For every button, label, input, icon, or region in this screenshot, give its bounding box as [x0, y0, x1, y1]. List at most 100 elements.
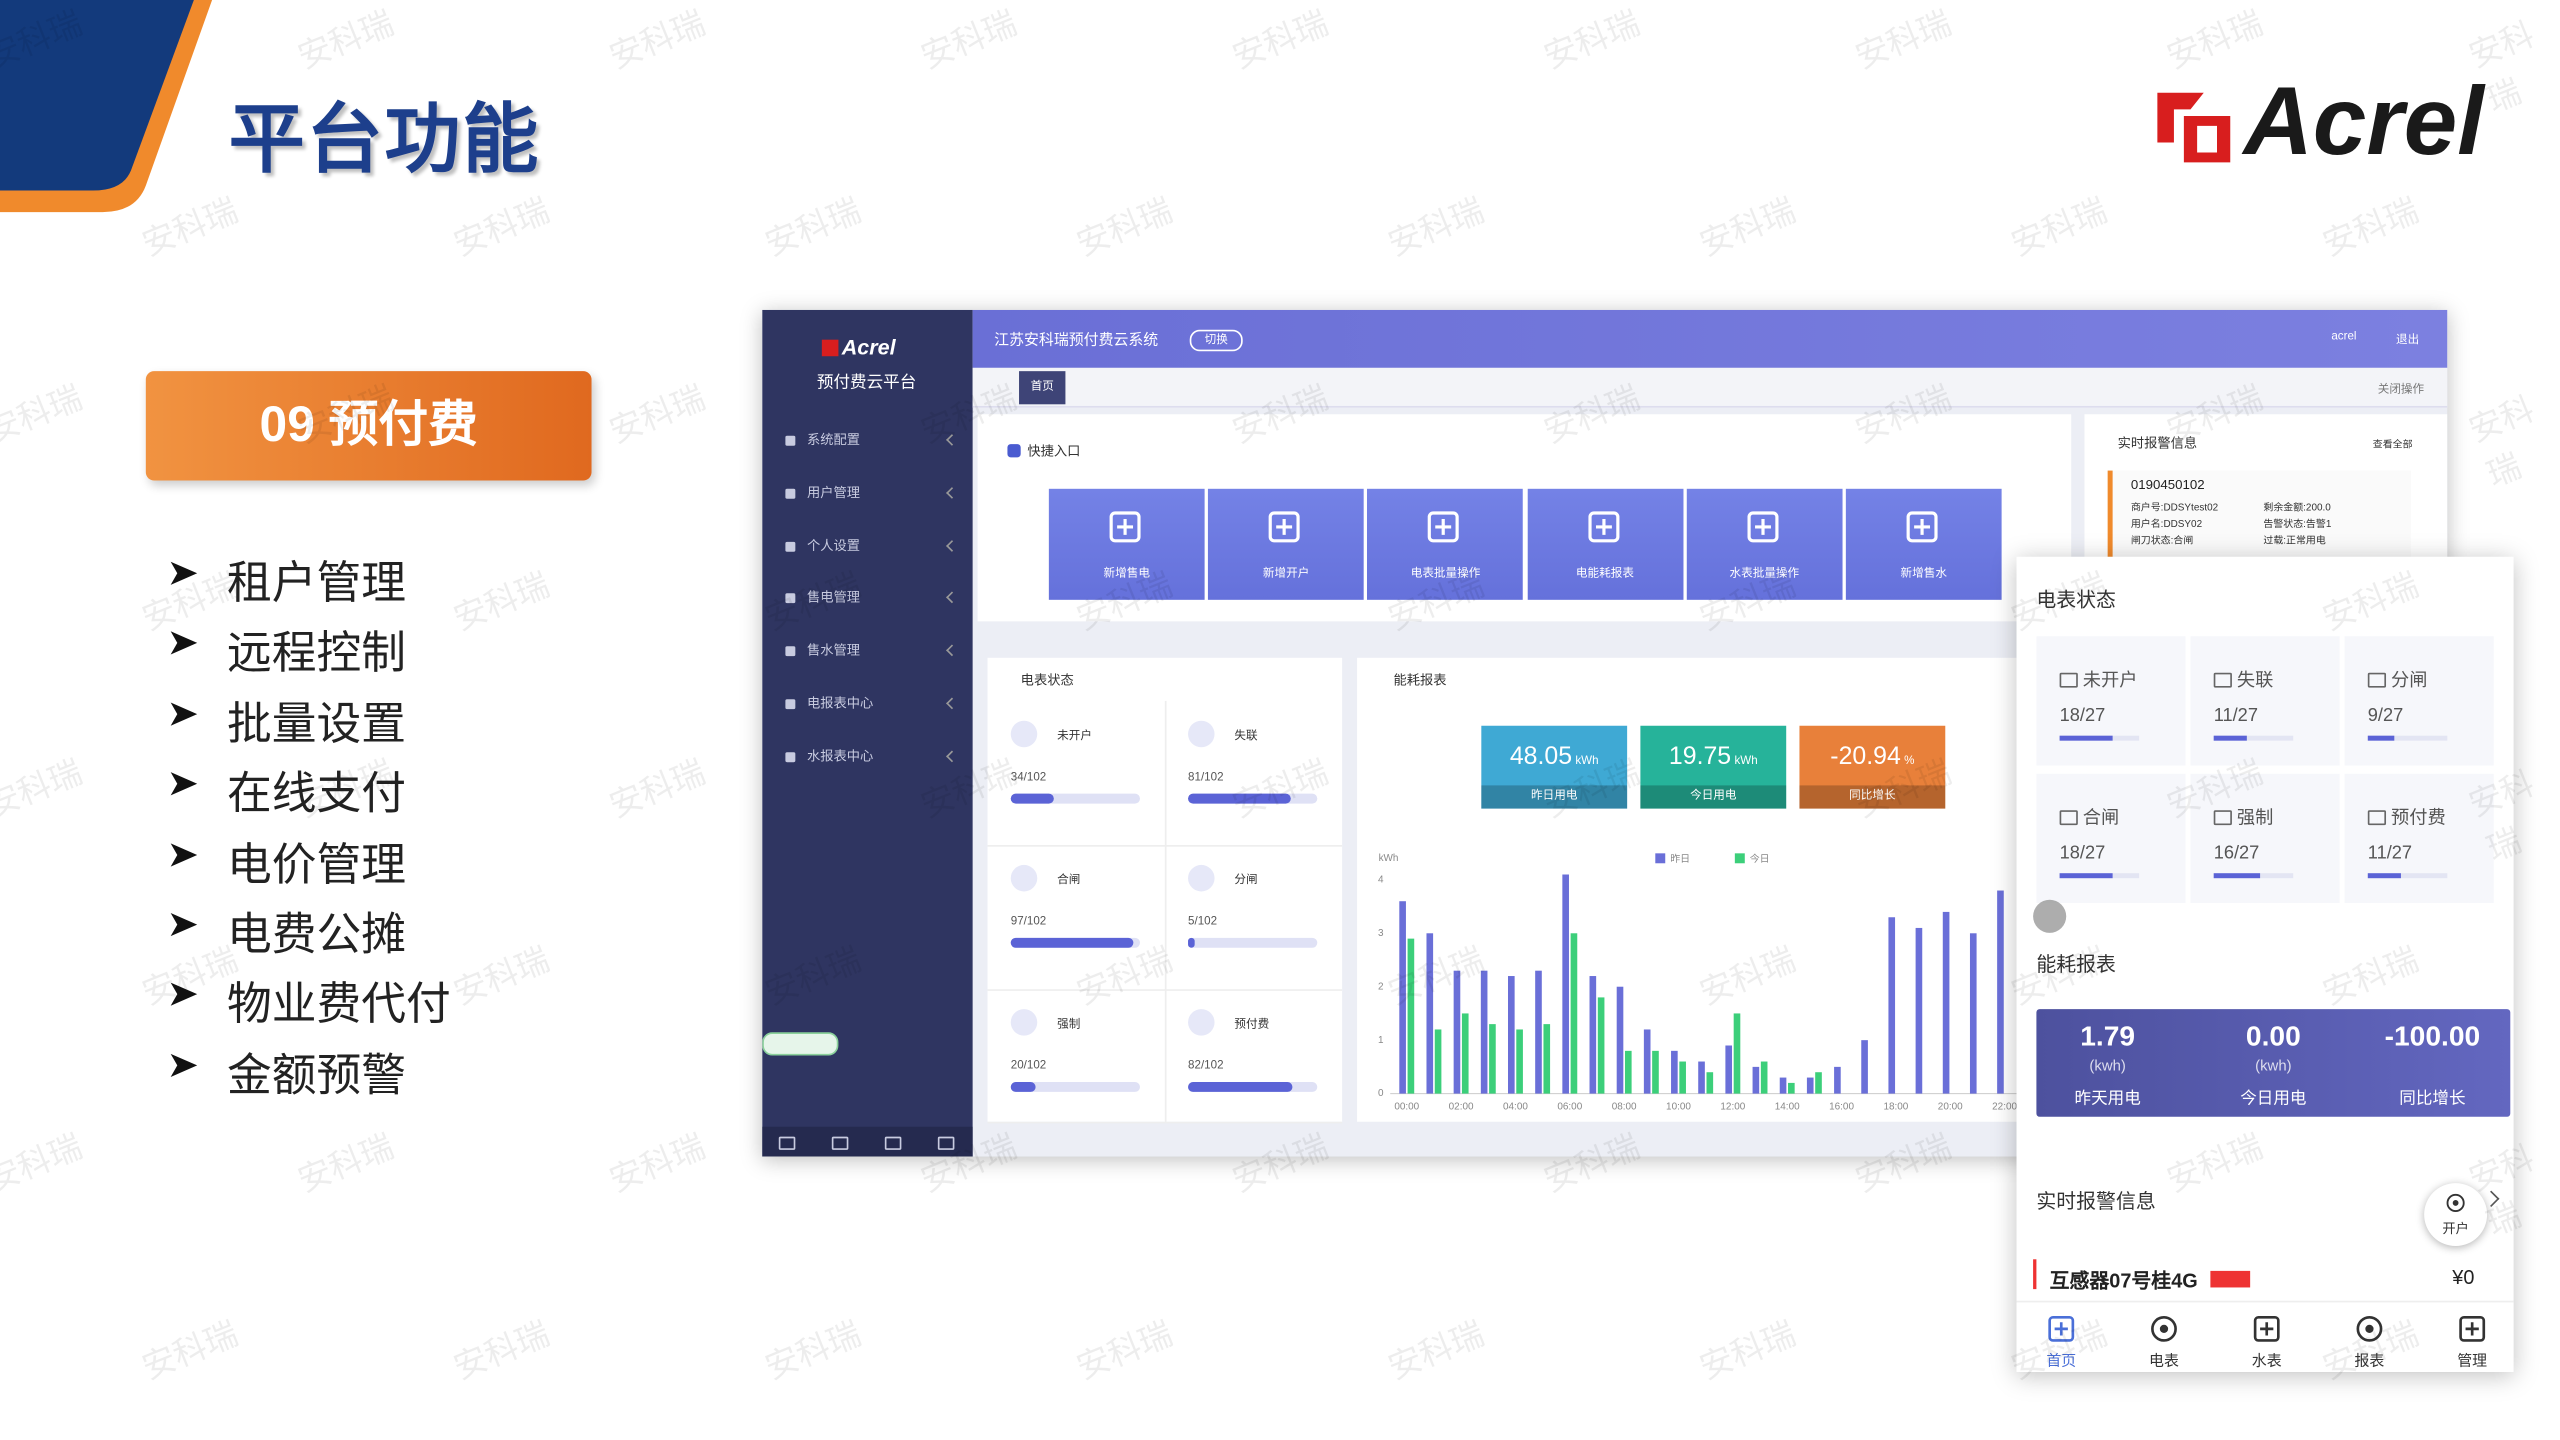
bar [1679, 1061, 1686, 1094]
alarm-item: 0190450102 商户号:DDSYtest02 剩余金额:200.0 用户名:DD… [2107, 470, 2411, 570]
meter-cell: 强制 16/27 [2190, 773, 2340, 904]
nav-item[interactable]: 管理 [2457, 1352, 2488, 1369]
x-tick-label: 14:00 [1775, 1101, 1800, 1112]
energy-stat-label: 同比增长 [1799, 785, 1946, 809]
meter-icon [1188, 864, 1215, 892]
meter-icon [2059, 810, 2078, 826]
watermark: 安科瑞 [604, 380, 711, 452]
system-name: 江苏安科瑞预付费云系统 [994, 331, 1159, 348]
watermark: 安科瑞 [2464, 391, 2540, 495]
watermark: 安科瑞 [1539, 5, 1646, 77]
bar [1562, 874, 1569, 1094]
x-tick-label: 04:00 [1503, 1101, 1528, 1112]
meter-value: 11/27 [2367, 843, 2413, 864]
meter-cell: 失联 81/102 [1164, 701, 1343, 847]
bar [1434, 1029, 1442, 1094]
alarm-line: 剩余金额:200.0 [2263, 503, 2331, 514]
x-tick-label: 12:00 [1720, 1101, 1745, 1112]
x-tick-label: 10:00 [1666, 1101, 1691, 1112]
meter-icon [2213, 672, 2232, 688]
menu-item: 个人设置 [806, 537, 860, 553]
watermark: 安科瑞 [1850, 5, 1957, 77]
bar [1779, 1077, 1787, 1094]
y-tick-label: 3 [1378, 928, 1384, 939]
nav-item[interactable]: 水表 [2251, 1352, 2282, 1369]
meter-cell: 未开户 18/27 [2036, 636, 2186, 766]
meter-label: 失联 [1234, 730, 1258, 743]
watermark: 安科瑞 [1227, 5, 1334, 77]
meter-icon [1010, 1009, 1038, 1036]
nav-item[interactable]: 报表 [2354, 1352, 2385, 1369]
bullet-arrow [170, 842, 198, 866]
watermark: 安科瑞 [1695, 1316, 1801, 1388]
progress-track [2367, 735, 2448, 741]
quick-entry-card: 快捷入口 新增售电 新增开户 电表批量操作 电能耗报表 水表批量操作 新增售水 [977, 414, 2072, 622]
x-tick-label: 02:00 [1449, 1101, 1474, 1112]
meter-label: 预付费 [1234, 1019, 1270, 1031]
menu-item: 系统配置 [806, 432, 860, 448]
sidebar-tool-icon [937, 1136, 955, 1150]
legend-swatch [1734, 853, 1745, 864]
x-tick-label: 08:00 [1612, 1101, 1637, 1112]
bar [1516, 1029, 1523, 1094]
tab-active: 首页 [1019, 371, 1066, 405]
alarm-tag [2210, 1270, 2251, 1288]
energy-value: 1.79 [2080, 1020, 2136, 1053]
card-title: 电表状态 [1020, 672, 1074, 688]
meter-label: 未开户 [2082, 671, 2138, 691]
meter-icon [1010, 720, 1038, 748]
meter-value: 20/102 [1010, 1060, 1047, 1073]
user-name: acrel [2331, 331, 2357, 343]
fab-button[interactable]: 开户 [2424, 1183, 2488, 1247]
alarm-id: 0190450102 [2130, 477, 2205, 493]
bar [1888, 917, 1896, 1094]
icon [2253, 1315, 2280, 1342]
y-tick-label: 4 [1378, 874, 1384, 885]
bullet-arrow [170, 983, 198, 1007]
icon [2356, 1315, 2383, 1342]
bar [1480, 970, 1488, 1094]
x-tick-label: 22:00 [1992, 1101, 2017, 1112]
energy-stat-card: -20.94% 同比增长 [1799, 725, 1946, 809]
energy-stat-value: -20.94% [1799, 742, 1945, 770]
alarm-line: 闸刀状态:合闸 [2130, 536, 2194, 547]
icon [1747, 511, 1779, 543]
meter-label: 分闸 [1234, 874, 1258, 887]
energy-label: 今日用电 [2240, 1090, 2307, 1109]
bar [1616, 986, 1624, 1094]
energy-summary-card: 1.79 (kwh) 昨天用电 0.00 (kwh) 今日用电 -100.00 同比增长 [2036, 1009, 2511, 1117]
tab-bar [972, 367, 2448, 408]
nav-item[interactable]: 首页 [2046, 1352, 2077, 1369]
watermark: 安科瑞 [2318, 192, 2424, 264]
meter-cell: 失联 11/27 [2190, 636, 2340, 766]
bar [1969, 933, 1977, 1094]
bar [1725, 1045, 1733, 1094]
watermark: 安科瑞 [760, 192, 867, 264]
quick-tile-label: 电能耗报表 [1575, 568, 1634, 580]
menu-item: 售电管理 [806, 590, 860, 606]
meter-label: 强制 [1057, 1019, 1081, 1031]
energy-unit: % [1904, 755, 1915, 768]
meter-value: 18/27 [2059, 705, 2106, 726]
meter-label: 预付费 [2390, 808, 2446, 829]
menu-icon [785, 435, 796, 446]
bar [1815, 1072, 1822, 1094]
meter-label: 合闸 [2082, 808, 2120, 829]
meter-value: 5/102 [1188, 916, 1218, 928]
card-title: 实时报警信息 [2117, 435, 2198, 451]
nav-item[interactable]: 电表 [2149, 1352, 2179, 1369]
bar [1752, 1066, 1760, 1094]
meter-icon [2213, 810, 2232, 826]
x-tick-label: 20:00 [1938, 1101, 1963, 1112]
bar [1407, 938, 1415, 1094]
feature-item: 租户管理 [227, 558, 406, 609]
title-icon [1007, 444, 1021, 458]
bar [1453, 970, 1461, 1094]
pager-button [2033, 899, 2067, 933]
watermark: 安科瑞 [916, 5, 1023, 77]
bottom-nav [2016, 1300, 2514, 1372]
energy-stat-value: 19.75 kWh [1640, 742, 1786, 770]
watermark: 安科瑞 [293, 5, 400, 77]
legend-label: 今日 [1750, 852, 1770, 865]
